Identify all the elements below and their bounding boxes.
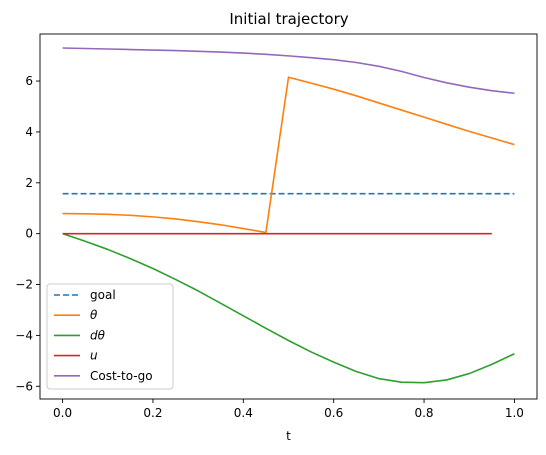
y-tick-label: 0	[25, 227, 33, 241]
series-line-4	[62, 47, 515, 95]
chart-title: Initial trajectory	[229, 10, 348, 28]
series-line-1	[62, 76, 515, 234]
legend-box	[46, 283, 174, 390]
legend-label: θ	[90, 308, 98, 322]
x-tick-label: 0.0	[53, 406, 72, 420]
x-tick-label: 0.4	[234, 406, 253, 420]
y-tick-label: −6	[15, 379, 33, 393]
plot-frame	[39, 33, 538, 400]
legend-label: goal	[90, 288, 116, 302]
x-tick-label: 0.2	[143, 406, 162, 420]
y-tick-label: 6	[25, 74, 33, 88]
y-tick-label: −4	[15, 328, 33, 342]
legend-label: dθ	[90, 328, 106, 342]
y-axis-ticks: −6 −4 −2 0 2 4 6	[15, 74, 40, 393]
legend-label: Cost-to-go	[90, 369, 153, 383]
legend-label: u	[90, 349, 98, 363]
x-tick-label: 1.0	[505, 406, 524, 420]
x-tick-label: 0.6	[324, 406, 343, 420]
y-tick-label: 2	[25, 176, 33, 190]
x-tick-label: 0.8	[414, 406, 433, 420]
y-tick-label: 4	[25, 125, 33, 139]
series-line-2	[62, 232, 515, 384]
x-axis-ticks: 0.0 0.2 0.4 0.6 0.8 1.0	[53, 399, 524, 420]
legend: goal θ dθ u Cost-to-go	[46, 283, 174, 390]
plot-lines	[62, 47, 515, 384]
x-axis-label: t	[286, 429, 291, 443]
y-tick-label: −2	[15, 278, 33, 292]
